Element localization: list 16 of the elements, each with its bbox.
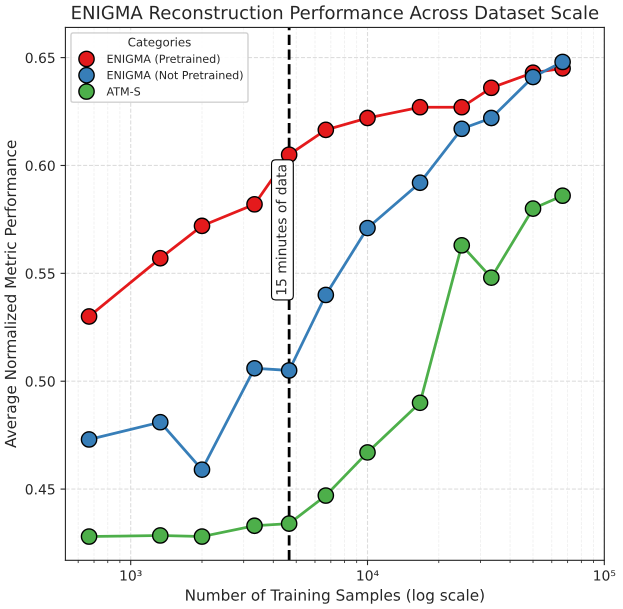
y-tick-label: 0.55 xyxy=(26,268,54,279)
chart-title: ENIGMA Reconstruction Performance Across Dataset Scale xyxy=(72,5,598,20)
ref-line-label: 15 minutes of data xyxy=(276,165,286,294)
y-tick-label: 0.50 xyxy=(26,376,55,387)
legend-label: ATM-S xyxy=(106,87,140,96)
legend-label: ENIGMA (Not Pretrained) xyxy=(108,70,243,81)
legend-label: ENIGMA (Pretrained) xyxy=(108,54,220,64)
y-axis-title: Average Normalized Metric Performance xyxy=(4,140,20,448)
x-tick-label: 10⁵ xyxy=(594,570,616,581)
y-tick-label: 0.45 xyxy=(26,484,54,495)
x-tick-label: 10³ xyxy=(120,570,142,581)
legend-title: Categories xyxy=(128,37,191,49)
x-axis-title: Number of Training Samples (log scale) xyxy=(186,589,484,604)
y-tick-label: 0.60 xyxy=(26,160,55,171)
x-tick-label: 10⁴ xyxy=(357,570,379,581)
y-tick-label: 0.65 xyxy=(26,52,54,64)
